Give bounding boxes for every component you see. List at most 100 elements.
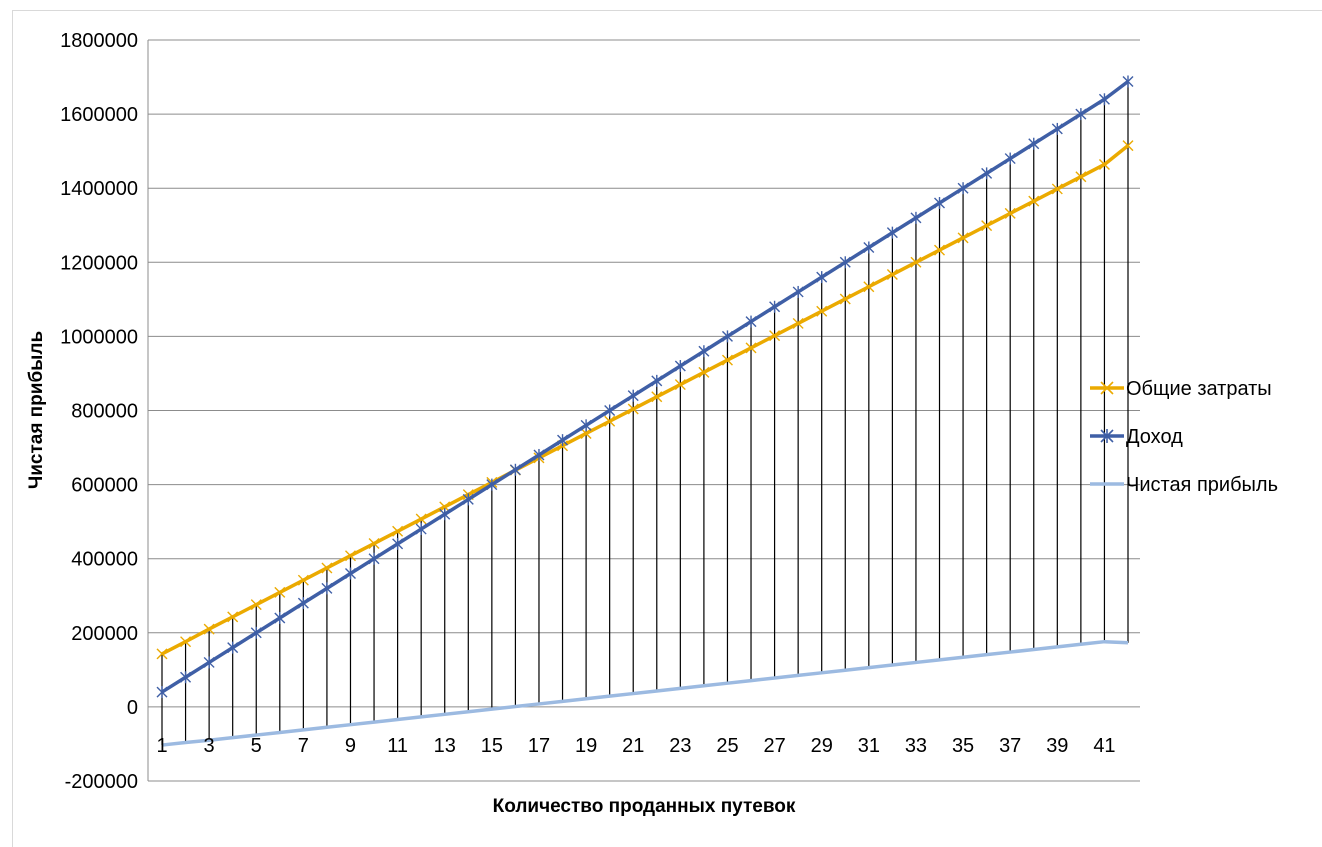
legend-label: Доход [1126, 426, 1183, 448]
data-point [274, 611, 286, 624]
data-point [934, 244, 946, 256]
data-point [627, 403, 639, 415]
data-point [297, 597, 309, 610]
data-point [863, 241, 875, 254]
data-point [203, 623, 215, 635]
data-point [156, 686, 168, 699]
data-point [839, 293, 851, 305]
y-tick-label: 1400000 [60, 178, 138, 200]
x-tick-label: 11 [387, 735, 408, 757]
data-point [1004, 207, 1016, 219]
y-tick-label: 1600000 [60, 104, 138, 126]
gridlines [147, 39, 1140, 782]
data-point [721, 354, 733, 366]
data-point [604, 415, 616, 427]
x-tick-label: 23 [669, 735, 691, 757]
data-point [344, 567, 356, 580]
x-tick-label: 21 [622, 735, 644, 757]
y-tick-label: 1000000 [60, 326, 138, 348]
x-tick-label: 7 [298, 735, 309, 757]
series-1 [156, 140, 1134, 660]
x-tick-label: 33 [905, 735, 927, 757]
x-axis-ticks: 1 3 5 7 9 11 13 15 17 19 21 23 25 27 29 31 33 35 37 39 41 [156, 735, 1115, 757]
data-point [297, 574, 309, 586]
legend-item: Чистая прибыль [1090, 474, 1278, 496]
data-point [1122, 140, 1134, 152]
data-point [957, 182, 969, 195]
x-tick-label: 39 [1046, 735, 1068, 757]
data-point [981, 167, 993, 180]
x-tick-label: 25 [716, 735, 738, 757]
data-point [1075, 108, 1087, 121]
x-tick-label: 37 [999, 735, 1021, 757]
x-tick-label: 29 [811, 735, 833, 757]
x-tick-label: 27 [763, 735, 785, 757]
data-point [698, 345, 710, 358]
data-point [509, 463, 521, 476]
data-point [557, 434, 569, 447]
data-point [745, 342, 757, 354]
y-tick-label: 0 [127, 697, 138, 719]
series-layer [156, 75, 1134, 747]
data-point [674, 379, 686, 391]
data-point [344, 550, 356, 562]
drop-lines [161, 81, 1129, 746]
y-tick-label: 600000 [71, 475, 138, 497]
data-point [1122, 75, 1134, 88]
data-point [816, 305, 828, 317]
data-point [627, 389, 639, 402]
x-tick-label: 3 [204, 735, 215, 757]
data-point [180, 671, 192, 684]
data-point [321, 562, 333, 574]
data-point [651, 391, 663, 403]
data-point [227, 611, 239, 623]
x-tick-label: 19 [575, 735, 597, 757]
data-point [415, 523, 427, 536]
data-point [886, 226, 898, 239]
data-point [415, 513, 427, 525]
series-2 [156, 75, 1134, 699]
legend-item: Общие затраты [1090, 378, 1272, 400]
data-point [321, 582, 333, 595]
data-point [674, 360, 686, 373]
data-point [274, 586, 286, 598]
data-point [250, 626, 262, 639]
data-point [651, 374, 663, 387]
data-point [934, 197, 946, 210]
y-tick-label: 400000 [71, 549, 138, 571]
data-point [1098, 93, 1110, 106]
x-tick-label: 5 [251, 735, 262, 757]
y-tick-label: 800000 [71, 401, 138, 423]
y-axis-title: Чистая прибыль [26, 331, 47, 489]
data-point [462, 493, 474, 506]
data-point [580, 427, 592, 439]
data-point [910, 256, 922, 268]
data-point [604, 404, 616, 417]
data-point [769, 300, 781, 313]
data-point [792, 317, 804, 329]
legend-label: Общие затраты [1126, 378, 1272, 400]
data-point [1028, 137, 1040, 150]
y-axis-ticks: 1800000 1600000 1400000 1200000 1000000 80000… [60, 30, 138, 793]
data-point [910, 211, 922, 224]
x-tick-label: 35 [952, 735, 974, 757]
data-point [392, 525, 404, 537]
data-point [486, 478, 498, 491]
data-point [745, 315, 757, 328]
data-point [816, 271, 828, 284]
data-point [1051, 122, 1063, 135]
data-point [981, 220, 993, 232]
data-point [957, 232, 969, 244]
data-point [580, 419, 592, 432]
x-tick-label: 41 [1093, 735, 1115, 757]
series-line [161, 639, 1129, 747]
data-point [368, 538, 380, 550]
data-point [1004, 152, 1016, 165]
data-point [721, 330, 733, 343]
series-3 [161, 639, 1129, 747]
x-tick-label: 17 [528, 735, 550, 757]
data-point [839, 256, 851, 269]
data-point [439, 508, 451, 521]
series-line [161, 144, 1130, 656]
